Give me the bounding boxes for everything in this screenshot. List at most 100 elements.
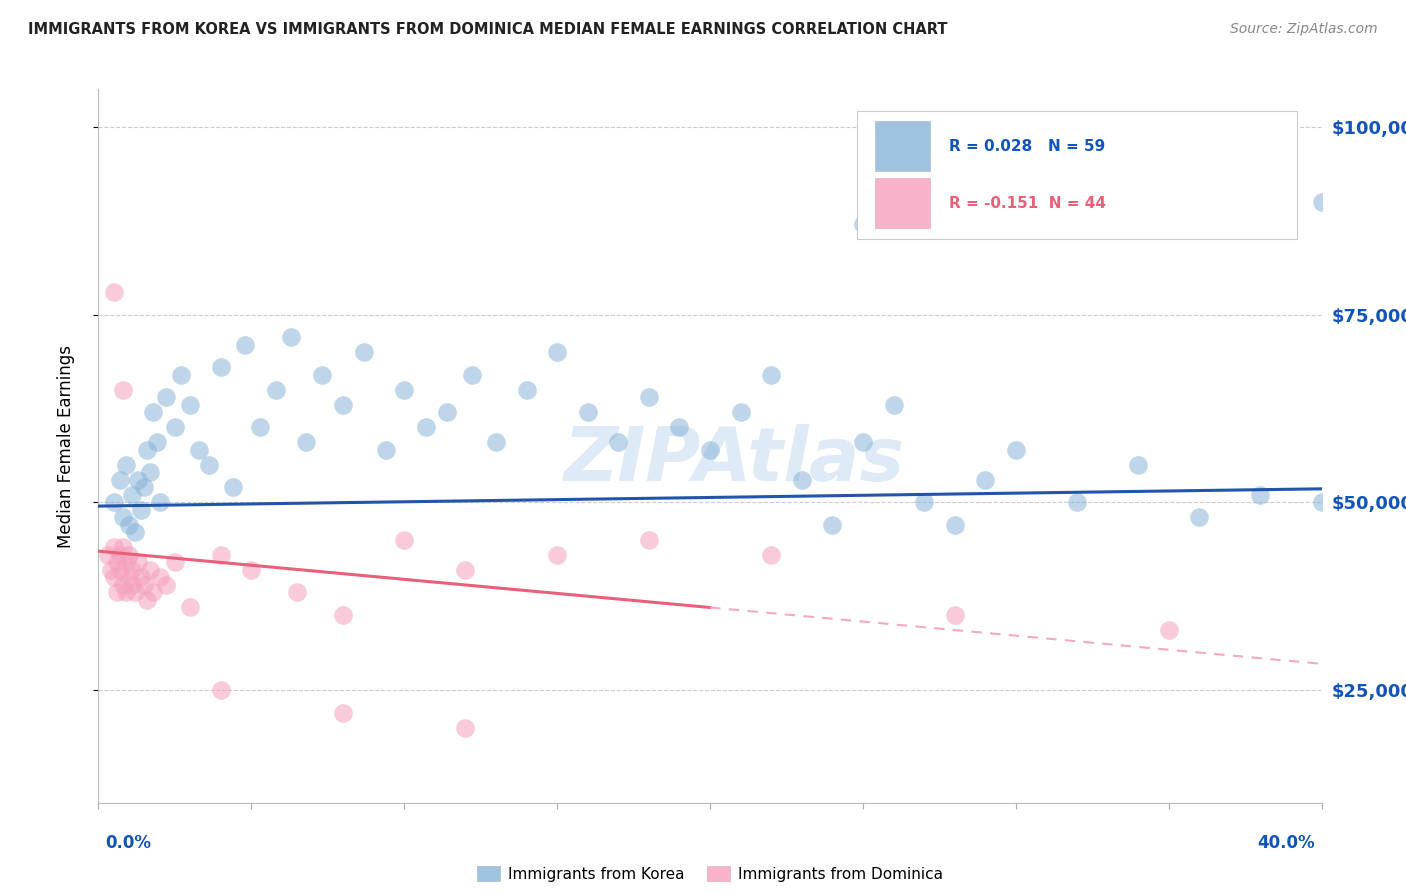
Point (332, 607, 354, 622)
Point (454, 563, 477, 577)
Point (111, 578, 134, 592)
Point (353, 345, 375, 359)
Point (111, 541, 134, 555)
Point (163, 420, 186, 434)
Bar (875, 178, 931, 228)
Point (1128, 458, 1150, 472)
Point (883, 398, 905, 412)
Point (129, 503, 152, 517)
Point (127, 556, 149, 570)
Point (115, 458, 138, 472)
Text: 40.0%: 40.0% (1257, 834, 1315, 852)
FancyBboxPatch shape (856, 111, 1298, 239)
Point (188, 442, 211, 457)
Point (295, 435, 318, 450)
Point (105, 585, 128, 599)
Bar (875, 121, 931, 171)
Point (576, 405, 599, 419)
Point (485, 435, 508, 450)
Point (436, 405, 458, 419)
Point (103, 495, 125, 509)
Point (233, 337, 256, 351)
Point (136, 593, 159, 607)
Legend: Immigrants from Korea, Immigrants from Dominica: Immigrants from Korea, Immigrants from D… (471, 860, 949, 888)
Point (790, 473, 813, 487)
Point (821, 517, 844, 532)
Point (249, 420, 271, 434)
Point (149, 570, 172, 584)
Point (108, 548, 131, 562)
Point (1157, 623, 1180, 637)
Text: R = 0.028   N = 59: R = 0.028 N = 59 (949, 139, 1105, 153)
Point (97, 548, 120, 562)
Point (759, 368, 782, 382)
Point (392, 383, 416, 397)
Point (127, 473, 149, 487)
Point (121, 488, 143, 502)
Point (415, 420, 437, 434)
Point (332, 398, 354, 412)
Point (100, 563, 122, 577)
Point (134, 578, 156, 592)
Point (129, 570, 152, 584)
Point (1310, 194, 1333, 209)
Point (852, 218, 875, 232)
Point (111, 383, 134, 397)
Point (111, 510, 134, 524)
Point (155, 578, 177, 592)
Point (103, 541, 125, 555)
Point (145, 435, 167, 450)
Point (124, 525, 146, 540)
Point (1249, 488, 1271, 502)
Point (460, 368, 482, 382)
Point (139, 563, 162, 577)
Point (668, 420, 690, 434)
Point (1310, 495, 1333, 509)
Point (912, 495, 935, 509)
Point (546, 548, 568, 562)
Point (1004, 442, 1026, 457)
Point (105, 556, 128, 570)
Point (108, 563, 131, 577)
Point (730, 405, 752, 419)
Point (607, 435, 630, 450)
Point (546, 345, 568, 359)
Point (118, 570, 141, 584)
Point (155, 390, 177, 404)
Point (637, 390, 661, 404)
Point (108, 473, 131, 487)
Text: R = -0.151  N = 44: R = -0.151 N = 44 (949, 196, 1105, 211)
Point (311, 368, 333, 382)
Point (759, 548, 782, 562)
Point (118, 517, 141, 532)
Point (280, 330, 302, 344)
Point (240, 563, 263, 577)
Point (264, 383, 287, 397)
Point (121, 563, 143, 577)
Point (392, 533, 416, 547)
Point (115, 556, 138, 570)
Point (209, 360, 232, 375)
Point (699, 442, 721, 457)
Y-axis label: Median Female Earnings: Median Female Earnings (56, 344, 75, 548)
Point (121, 578, 143, 592)
Point (179, 600, 201, 615)
Point (197, 458, 219, 472)
Point (374, 442, 396, 457)
Point (943, 517, 966, 532)
Point (142, 585, 165, 599)
Point (285, 585, 308, 599)
Point (852, 435, 875, 450)
Text: ZIPAtlas: ZIPAtlas (564, 424, 905, 497)
Point (124, 585, 146, 599)
Point (332, 706, 354, 720)
Point (209, 548, 232, 562)
Point (136, 442, 159, 457)
Point (134, 480, 156, 494)
Point (943, 607, 966, 622)
Point (637, 533, 661, 547)
Point (1066, 495, 1088, 509)
Point (103, 285, 125, 299)
Text: 0.0%: 0.0% (105, 834, 152, 852)
Point (222, 480, 245, 494)
